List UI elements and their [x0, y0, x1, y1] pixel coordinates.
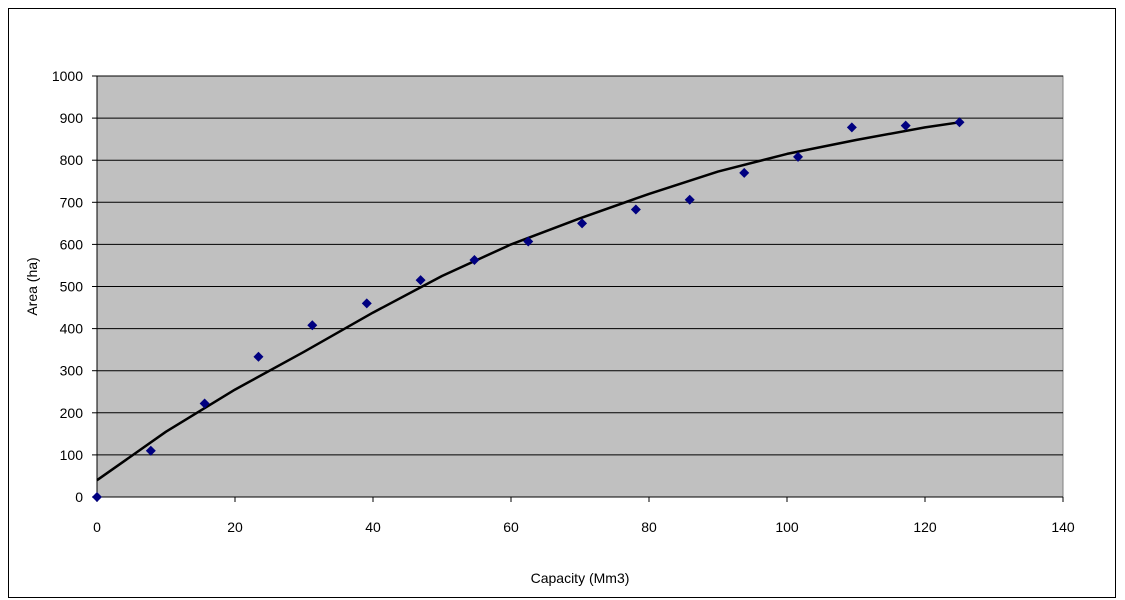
x-tick-labels: 0 20 40 60 80 100 120 140 — [93, 519, 1075, 535]
data-point — [684, 194, 695, 205]
y-tick-label: 600 — [60, 236, 84, 252]
y-tick-label: 0 — [75, 489, 83, 505]
x-tick-label: 140 — [1051, 519, 1075, 535]
y-tick-label: 100 — [60, 447, 84, 463]
y-tick-label: 900 — [60, 110, 84, 126]
y-tick-label: 400 — [60, 321, 84, 337]
data-point — [793, 151, 804, 162]
y-tick-label: 1000 — [52, 68, 83, 84]
x-axis-title: Capacity (Mm3) — [531, 570, 630, 586]
data-point — [361, 298, 372, 309]
data-point — [253, 351, 264, 362]
axes — [92, 75, 1064, 502]
y-tick-labels: 0 100 200 300 400 500 600 700 800 900 1000 — [52, 68, 83, 505]
data-point — [523, 236, 534, 247]
x-tick-label: 120 — [913, 519, 937, 535]
data-point — [900, 120, 911, 131]
y-tick-label: 500 — [60, 279, 84, 295]
gridlines — [97, 75, 1063, 456]
data-point — [92, 492, 102, 502]
data-point — [469, 254, 480, 265]
x-tick-label: 40 — [365, 519, 381, 535]
data-point — [846, 122, 857, 133]
y-tick-label: 700 — [60, 194, 84, 210]
y-tick-label: 800 — [60, 152, 84, 168]
data-point — [577, 218, 588, 229]
x-tick-label: 0 — [93, 519, 101, 535]
trendline-group — [96, 121, 960, 482]
x-tick-label: 20 — [227, 519, 243, 535]
data-point — [307, 320, 318, 331]
data-point — [145, 445, 156, 456]
data-point — [199, 398, 210, 409]
trendline — [96, 121, 960, 482]
data-point — [954, 117, 965, 128]
data-point — [630, 204, 641, 215]
data-point — [415, 275, 426, 286]
data-points — [92, 117, 965, 502]
data-point — [739, 167, 750, 178]
x-tick-label: 100 — [775, 519, 799, 535]
y-tick-label: 300 — [60, 363, 84, 379]
y-axis-title: Area (ha) — [24, 257, 40, 315]
x-tick-label: 80 — [641, 519, 657, 535]
x-tick-label: 60 — [503, 519, 519, 535]
y-tick-label: 200 — [60, 405, 84, 421]
